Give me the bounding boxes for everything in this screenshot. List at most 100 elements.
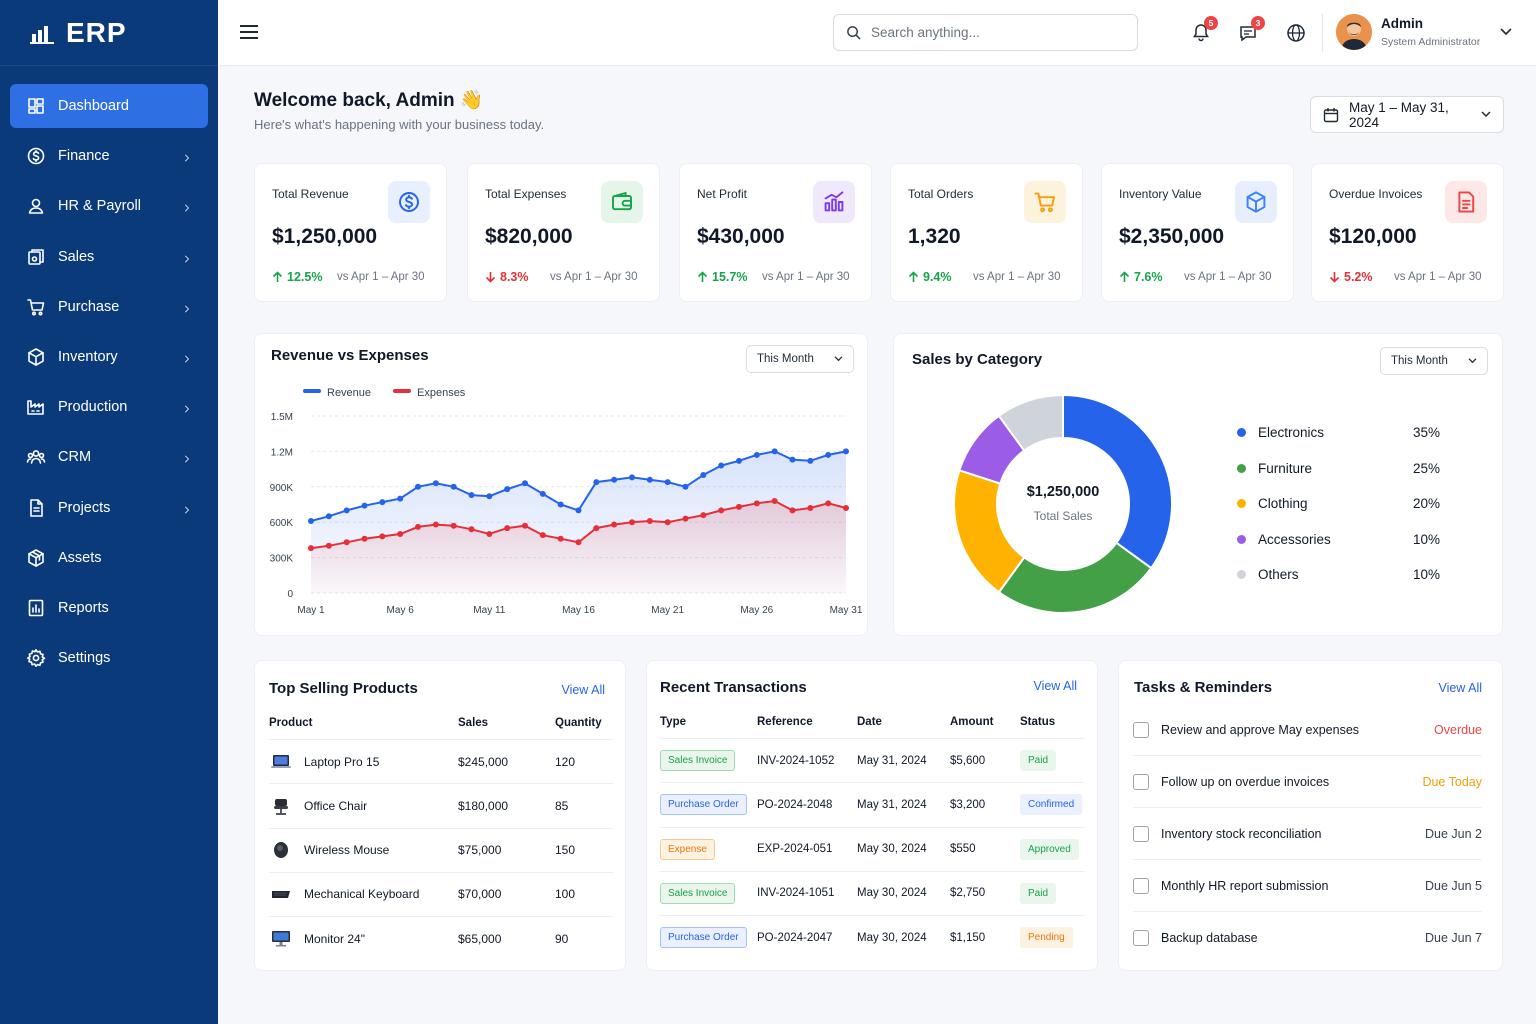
sidebar-item-hr-payroll[interactable]: HR & Payroll xyxy=(10,184,208,228)
kpi-change: 12.5% xyxy=(272,270,322,284)
transaction-reference[interactable]: PO-2024-2047 xyxy=(757,931,833,944)
date-range-picker[interactable]: May 1 – May 31, 2024 xyxy=(1310,96,1504,133)
data-point-expenses xyxy=(539,532,546,539)
table-row[interactable]: Purchase Order PO-2024-2048 May 31, 2024… xyxy=(660,782,1084,826)
search-input[interactable] xyxy=(871,25,1111,40)
revenue-period-value: This Month xyxy=(757,353,814,365)
legend-dot xyxy=(1237,534,1246,544)
table-row[interactable]: Monitor 24" $65,000 90 xyxy=(269,916,613,960)
transaction-reference[interactable]: INV-2024-1052 xyxy=(757,754,835,767)
donut-slice-electronics[interactable] xyxy=(1062,393,1173,570)
table-row[interactable]: Sales Invoice INV-2024-1051 May 30, 2024… xyxy=(660,870,1084,915)
data-point-expenses xyxy=(432,521,439,528)
transaction-reference[interactable]: EXP-2024-051 xyxy=(757,843,833,856)
tasks-title: Tasks & Reminders xyxy=(1134,679,1273,696)
sidebar-item-production[interactable]: Production xyxy=(10,385,208,429)
sidebar-item-crm[interactable]: CRM xyxy=(10,435,208,479)
kpi-value: $2,350,000 xyxy=(1119,225,1225,248)
task-checkbox[interactable] xyxy=(1133,930,1149,946)
kpi-card[interactable]: Total Orders 1,320 9.4% vs Apr 1 – Apr 3… xyxy=(890,163,1083,302)
data-point-revenue xyxy=(664,479,671,486)
table-row[interactable]: Laptop Pro 15 $245,000 120 xyxy=(269,739,613,783)
notifications-badge: 5 xyxy=(1204,16,1218,30)
task-checkbox[interactable] xyxy=(1133,825,1149,842)
sidebar-item-settings[interactable]: Settings xyxy=(10,636,208,680)
sidebar-item-projects[interactable]: Projects xyxy=(10,486,208,530)
top-products-view-all[interactable]: View All xyxy=(561,683,605,697)
sidebar: ERP Dashboard Finance HR & Payroll Sales… xyxy=(0,0,218,1024)
sidebar-item-reports[interactable]: Reports xyxy=(10,586,208,630)
legend-value: 35% xyxy=(1413,425,1441,440)
sidebar-item-finance[interactable]: Finance xyxy=(10,134,208,178)
kpi-card[interactable]: Total Expenses $820,000 8.3% vs Apr 1 – … xyxy=(467,163,660,302)
legend-dot xyxy=(1237,463,1246,473)
table-row[interactable]: Expense EXP-2024-051 May 30, 2024 $550 A… xyxy=(660,826,1084,871)
sidebar-item-label: Production xyxy=(58,399,128,416)
menu-icon[interactable] xyxy=(240,24,258,40)
data-point-revenue xyxy=(415,483,421,490)
kpi-card[interactable]: Total Revenue $1,250,000 12.5% vs Apr 1 … xyxy=(254,163,447,302)
user-name[interactable]: Admin xyxy=(1381,16,1423,31)
transaction-reference[interactable]: INV-2024-1051 xyxy=(757,887,835,900)
sidebar-item-assets[interactable]: Assets xyxy=(10,536,208,580)
sidebar-item-dashboard[interactable]: Dashboard xyxy=(10,84,208,128)
arrow-down-icon xyxy=(485,272,496,283)
sidebar-item-inventory[interactable]: Inventory xyxy=(10,335,208,379)
task-checkbox[interactable] xyxy=(1133,773,1149,790)
table-row[interactable]: Sales Invoice INV-2024-1052 May 31, 2024… xyxy=(660,738,1084,782)
tasks-view-all[interactable]: View All xyxy=(1438,681,1482,695)
sidebar-item-purchase[interactable]: Purchase xyxy=(10,285,208,329)
legend-item-electronics: Electronics 35% xyxy=(1237,425,1447,440)
data-point-revenue xyxy=(646,476,653,483)
donut-slice-furniture[interactable] xyxy=(997,541,1153,614)
sidebar-item-sales[interactable]: Sales xyxy=(10,235,208,279)
legend-swatch xyxy=(303,389,321,393)
chevron-right-icon xyxy=(182,352,192,363)
revenue-period-select[interactable]: This Month xyxy=(746,345,854,373)
brand-logo[interactable]: ERP xyxy=(0,0,218,66)
data-point-revenue xyxy=(539,490,546,497)
kpi-card[interactable]: Net Profit $430,000 15.7% vs Apr 1 – Apr… xyxy=(679,163,872,302)
table-row[interactable]: Mechanical Keyboard $70,000 100 xyxy=(269,871,613,916)
data-point-expenses xyxy=(361,535,368,542)
transactions-view-all[interactable]: View All xyxy=(1033,679,1077,693)
notifications-button[interactable]: 5 xyxy=(1188,16,1218,46)
kpi-card[interactable]: Inventory Value $2,350,000 7.6% vs Apr 1… xyxy=(1101,163,1294,302)
transaction-reference[interactable]: PO-2024-2048 xyxy=(757,798,833,811)
product-quantity: 90 xyxy=(555,931,569,946)
product-sales: $245,000 xyxy=(458,754,509,769)
transaction-amount: $2,750 xyxy=(950,887,986,900)
x-tick-label: May 1 xyxy=(297,605,325,616)
category-period-select[interactable]: This Month xyxy=(1380,347,1488,375)
column-header: Type xyxy=(660,716,686,728)
table-row[interactable]: Office Chair $180,000 85 xyxy=(269,783,613,827)
legend-item-accessories: Accessories 10% xyxy=(1237,532,1447,547)
legend-swatch xyxy=(393,389,411,393)
task-checkbox[interactable] xyxy=(1133,877,1149,894)
chevron-down-icon[interactable] xyxy=(1500,28,1512,36)
category-period-value: This Month xyxy=(1391,355,1448,367)
messages-button[interactable]: 3 xyxy=(1235,16,1265,46)
kpi-card[interactable]: Overdue Invoices $120,000 5.2% vs Apr 1 … xyxy=(1311,163,1504,302)
sidebar-item-label: Dashboard xyxy=(58,98,129,114)
top-products-title: Top Selling Products xyxy=(269,680,418,697)
table-row[interactable]: Purchase Order PO-2024-2047 May 30, 2024… xyxy=(660,915,1084,959)
task-checkbox[interactable] xyxy=(1133,721,1149,738)
avatar[interactable] xyxy=(1336,14,1372,50)
page-subtitle: Here's what's happening with your busine… xyxy=(254,117,545,132)
table-row[interactable]: Wireless Mouse $75,000 150 xyxy=(269,827,613,872)
language-button[interactable] xyxy=(1283,20,1309,46)
search-box[interactable] xyxy=(833,14,1138,51)
donut-slice-others[interactable] xyxy=(997,393,1064,453)
task-item: Inventory stock reconciliation Due Jun 2 xyxy=(1133,808,1482,860)
revenue-expenses-card: Revenue vs Expenses This Month 0 300K 600K… xyxy=(254,333,868,636)
task-label: Follow up on overdue invoices xyxy=(1161,774,1330,789)
data-point-revenue xyxy=(736,457,742,464)
kpi-value: $1,250,000 xyxy=(272,225,378,248)
data-point-expenses xyxy=(611,521,618,528)
cart-icon xyxy=(1024,181,1066,223)
legend-label: Accessories xyxy=(1258,531,1331,547)
calendar-icon xyxy=(1323,107,1339,122)
chevron-right-icon xyxy=(182,503,192,513)
legend-value: 10% xyxy=(1413,567,1441,582)
